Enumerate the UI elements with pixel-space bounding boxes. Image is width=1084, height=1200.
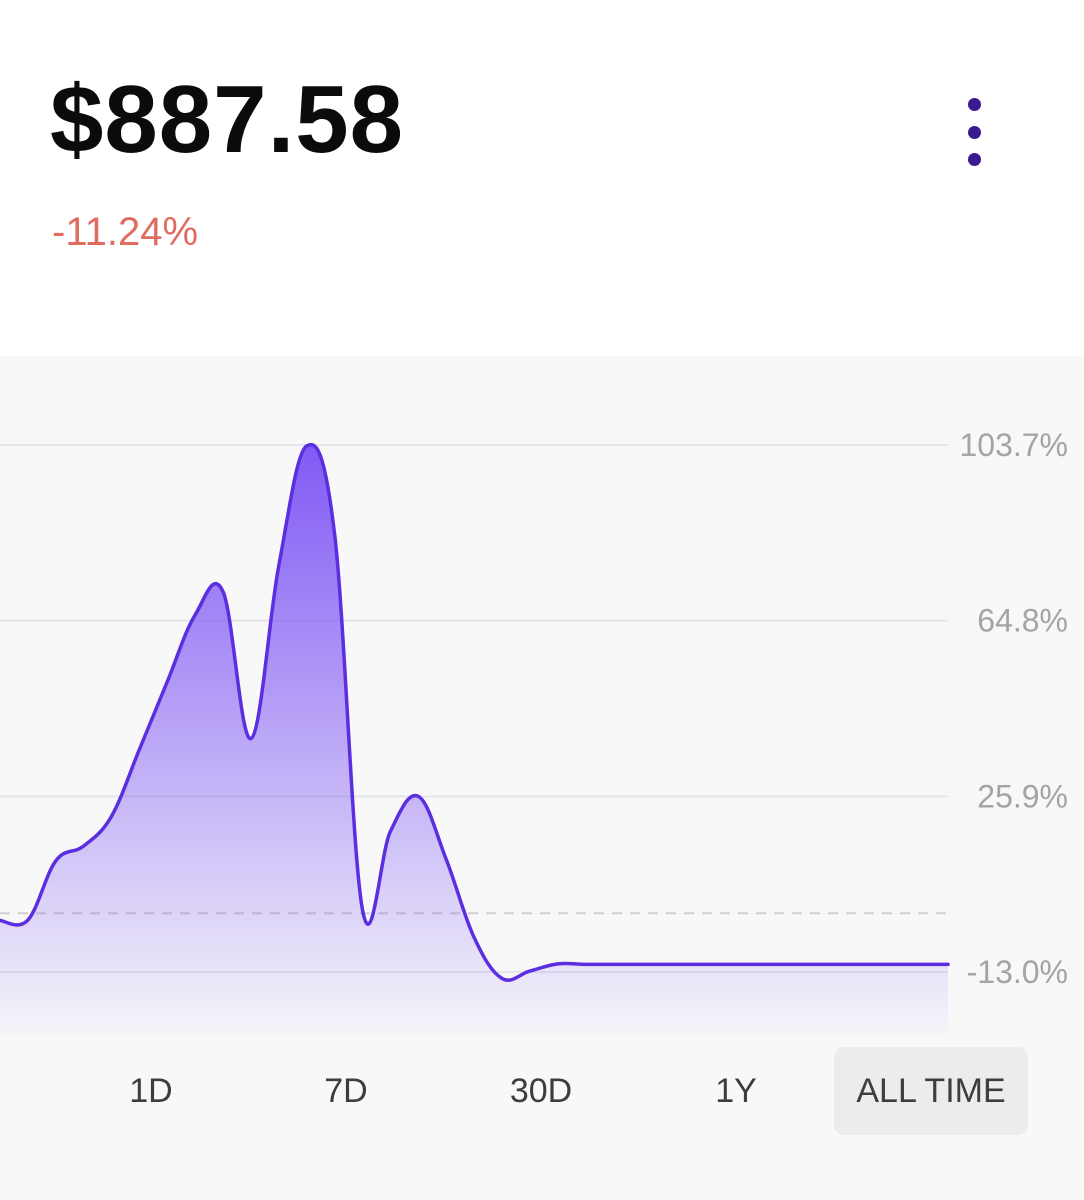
time-range-tabs: 1D 7D 30D 1Y ALL TIME xyxy=(0,1047,1084,1135)
menu-dot xyxy=(967,153,981,166)
y-tick-label: 103.7% xyxy=(959,427,1068,463)
tab-1y[interactable]: 1Y xyxy=(715,1071,757,1110)
portfolio-value: $887.58 xyxy=(50,66,405,173)
y-tick-label: 64.8% xyxy=(977,603,1068,639)
menu-dot xyxy=(967,125,981,139)
chart-panel: 103.7% 64.8% 25.9% -13.0% xyxy=(0,356,1084,1200)
performance-chart: 103.7% 64.8% 25.9% -13.0% xyxy=(0,427,1068,1036)
area-fill xyxy=(0,444,948,1036)
tab-all-time[interactable]: ALL TIME xyxy=(834,1047,1028,1135)
menu-dot xyxy=(967,98,981,111)
tab-1d[interactable]: 1D xyxy=(129,1071,173,1110)
percent-change: -11.24% xyxy=(52,210,199,254)
series-line xyxy=(0,442,950,982)
more-vertical-icon[interactable] xyxy=(950,92,998,172)
y-tick-label: 25.9% xyxy=(977,778,1068,814)
tab-7d[interactable]: 7D xyxy=(324,1071,368,1110)
tab-30d[interactable]: 30D xyxy=(509,1071,573,1110)
y-tick-label: -13.0% xyxy=(967,954,1068,990)
header: $887.58 -11.24% xyxy=(0,0,1084,356)
